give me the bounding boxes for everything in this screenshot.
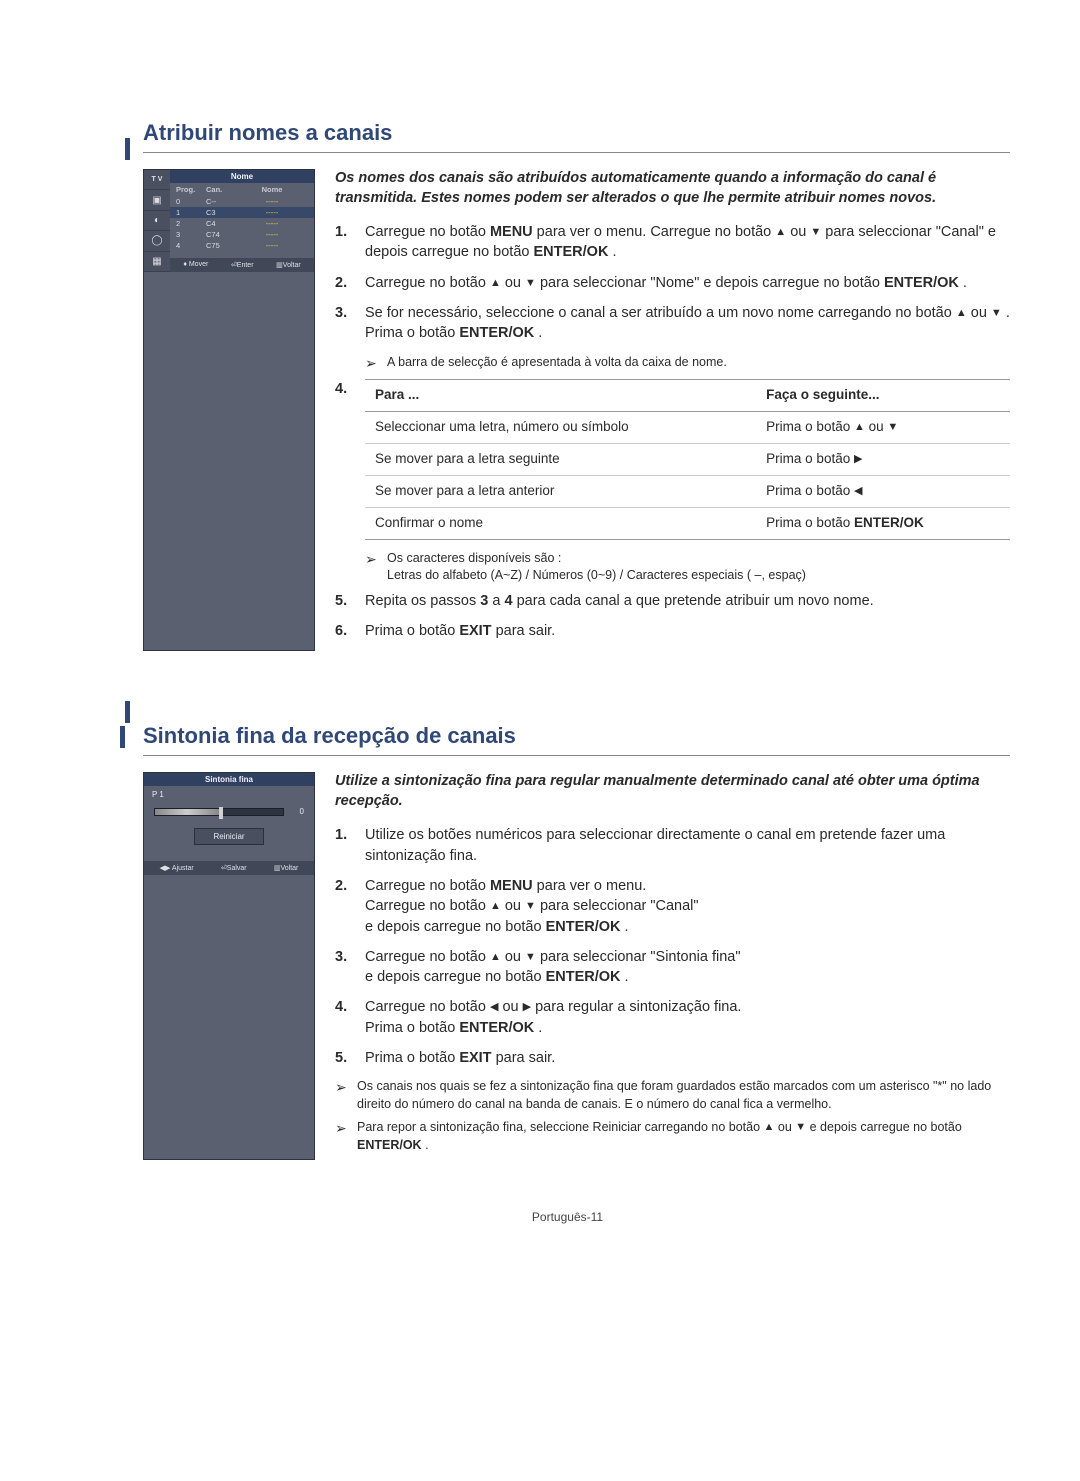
- note: ➢ Para repor a sintonização fina, selecc…: [335, 1119, 1010, 1154]
- up-icon: ▲: [854, 420, 865, 435]
- right-icon: ▶: [523, 1000, 531, 1015]
- osd-tune-bar: 0: [144, 803, 314, 820]
- up-icon: ▲: [956, 306, 967, 321]
- intro-paragraph: Os nomes dos canais são atribuídos autom…: [335, 169, 1010, 208]
- osd-row: 1C3-----: [170, 207, 314, 218]
- section-title: Atribuir nomes a canais: [143, 120, 1010, 153]
- osd-reset-button: Reiniciar: [194, 828, 264, 845]
- step-3: 3. Se for necessário, seleccione o canal…: [335, 303, 1010, 344]
- step-3: 3. Carregue no botão ▲ ou ▼ para selecci…: [335, 947, 1010, 988]
- section-title: Sintonia fina da recepção de canais: [143, 723, 1010, 756]
- osd-title: Sintonia fina: [144, 773, 314, 786]
- osd-header-can: Can.: [206, 185, 236, 194]
- up-icon: ▲: [490, 276, 501, 291]
- up-icon: ▲: [764, 1120, 775, 1135]
- osd-row: 3C74-----: [170, 229, 314, 240]
- right-icon: ▶: [854, 452, 862, 467]
- osd-title: Nome: [170, 170, 314, 183]
- instruction-text: Os nomes dos canais são atribuídos autom…: [335, 169, 1010, 651]
- intro-paragraph: Utilize a sintonização fina para regular…: [335, 772, 1010, 811]
- note: ➢ Os canais nos quais se fez a sintoniza…: [335, 1078, 1010, 1113]
- pointer-icon: ➢: [335, 1119, 357, 1154]
- step-4: 4. Carregue no botão ◀ ou ▶ para regular…: [335, 997, 1010, 1038]
- osd-footer: ♦ Mover ⏎Enter ▥Voltar: [170, 258, 314, 272]
- table-header: Para ...: [365, 380, 756, 412]
- step-4: 4. Para ...Faça o seguinte... Selecciona…: [335, 379, 1010, 539]
- osd-footer-move: ♦ Mover: [183, 261, 208, 269]
- osd-footer-adjust: ◀▶ Ajustar: [160, 864, 194, 872]
- osd-column-headers: Prog. Can. Nome: [170, 183, 314, 196]
- osd-tab-icon: ▦: [144, 252, 170, 272]
- osd-footer-back: ▥Voltar: [274, 864, 299, 872]
- down-icon: ▼: [991, 306, 1002, 321]
- osd-tab-icon: ▣: [144, 190, 170, 210]
- section-channel-names: Atribuir nomes a canais T V ▣ ◐ ◯ ▦ Nome: [125, 120, 1010, 651]
- osd-footer-back: ▥Voltar: [276, 261, 301, 269]
- note: ➢ A barra de selecção é apresentada à vo…: [365, 354, 1010, 374]
- osd-screenshot-name: T V ▣ ◐ ◯ ▦ Nome Prog. Can. Nome 0C---: [143, 169, 315, 651]
- osd-tab-tv: T V: [144, 170, 170, 190]
- table-row: Confirmar o nomePrima o botão ENTER/OK: [365, 507, 1010, 539]
- osd-footer: ◀▶ Ajustar ⏎Salvar ▥Voltar: [144, 861, 314, 875]
- down-icon: ▼: [887, 420, 898, 435]
- down-icon: ▼: [810, 225, 821, 240]
- step-2: 2. Carregue no botão ▲ ou ▼ para selecci…: [335, 273, 1010, 293]
- osd-tab-icon: ◐: [144, 211, 170, 231]
- osd-header-prog: Prog.: [176, 185, 206, 194]
- down-icon: ▼: [525, 276, 536, 291]
- up-icon: ▲: [490, 950, 501, 965]
- table-header: Faça o seguinte...: [756, 380, 1010, 412]
- osd-row: 4C75-----: [170, 240, 314, 251]
- step-1: 1. Carregue no botão MENU para ver o men…: [335, 222, 1010, 263]
- pointer-icon: ➢: [365, 354, 387, 374]
- osd-row: 0C-------: [170, 196, 314, 207]
- osd-footer-save: ⏎Salvar: [221, 864, 247, 872]
- osd-footer-enter: ⏎Enter: [231, 261, 254, 269]
- instruction-text: Utilize a sintonização fina para regular…: [335, 772, 1010, 1160]
- accent-bar: [120, 726, 125, 748]
- pointer-icon: ➢: [335, 1078, 357, 1113]
- osd-screenshot-finetune: Sintonia fina P 1 0 Reiniciar ◀▶ Ajustar…: [143, 772, 315, 1160]
- up-icon: ▲: [775, 225, 786, 240]
- pointer-icon: ➢: [365, 550, 387, 585]
- table-row: Se mover para a letra seguintePrima o bo…: [365, 443, 1010, 475]
- osd-channel-label: P 1: [144, 786, 314, 803]
- down-icon: ▼: [525, 899, 536, 914]
- action-table: Para ...Faça o seguinte... Seleccionar u…: [365, 379, 1010, 539]
- left-icon: ◀: [854, 484, 862, 499]
- osd-row: 2C4-----: [170, 218, 314, 229]
- osd-tab-icon: ◯: [144, 231, 170, 251]
- table-row: Se mover para a letra anteriorPrima o bo…: [365, 475, 1010, 507]
- down-icon: ▼: [795, 1120, 806, 1135]
- osd-tune-value: 0: [290, 807, 304, 816]
- table-row: Seleccionar uma letra, número ou símbolo…: [365, 412, 1010, 444]
- step-5: 5. Repita os passos 3 a 4 para cada cana…: [335, 591, 1010, 611]
- section-fine-tune: Sintonia fina da recepção de canais Sint…: [125, 701, 1010, 1160]
- up-icon: ▲: [490, 899, 501, 914]
- step-6: 6. Prima o botão EXIT para sair.: [335, 621, 1010, 641]
- page-footer: Português-11: [125, 1210, 1010, 1224]
- note: ➢ Os caracteres disponíveis são :Letras …: [365, 550, 1010, 585]
- osd-header-nome: Nome: [236, 185, 308, 194]
- step-2: 2. Carregue no botão MENU para ver o men…: [335, 876, 1010, 937]
- step-5: 5. Prima o botão EXIT para sair.: [335, 1048, 1010, 1068]
- accent-bar: [125, 138, 130, 160]
- step-1: 1. Utilize os botões numéricos para sele…: [335, 825, 1010, 866]
- down-icon: ▼: [525, 950, 536, 965]
